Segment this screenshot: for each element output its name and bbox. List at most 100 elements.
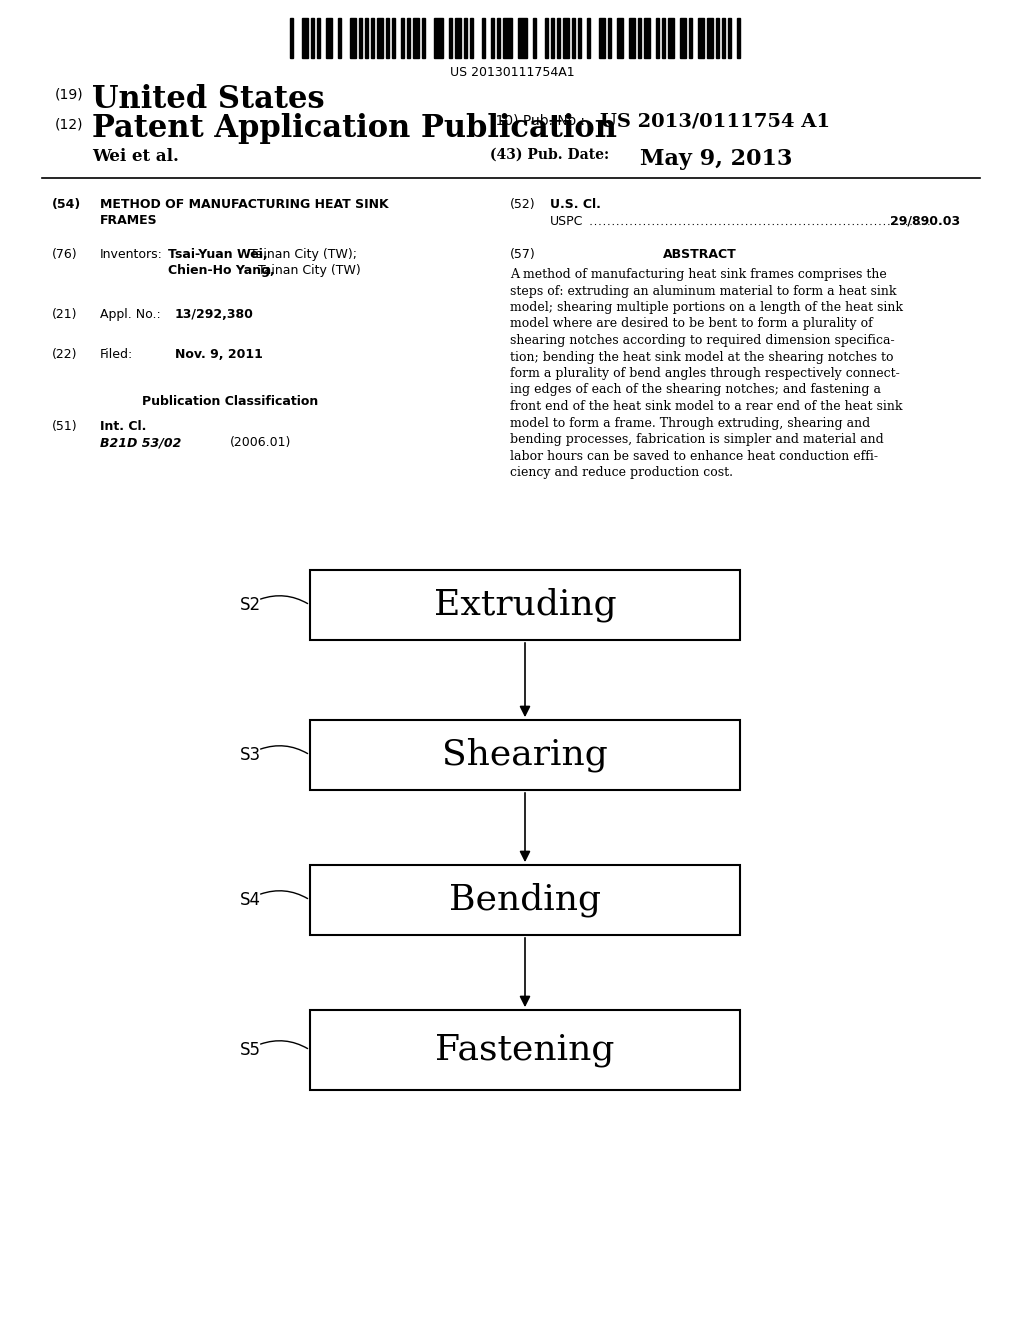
- Text: S2: S2: [240, 597, 261, 614]
- Bar: [407, 18, 410, 58]
- Text: S3: S3: [240, 746, 261, 764]
- Bar: [518, 18, 527, 58]
- Bar: [680, 18, 686, 58]
- Text: (76): (76): [52, 248, 78, 261]
- Text: model to form a frame. Through extruding, shearing and: model to form a frame. Through extruding…: [510, 417, 870, 429]
- Text: Inventors:: Inventors:: [100, 248, 163, 261]
- Bar: [668, 18, 674, 58]
- Bar: [587, 18, 590, 58]
- Bar: [434, 18, 443, 58]
- Text: tion; bending the heat sink model at the shearing notches to: tion; bending the heat sink model at the…: [510, 351, 894, 363]
- Text: S4: S4: [240, 891, 261, 909]
- Bar: [617, 18, 623, 58]
- FancyArrowPatch shape: [261, 891, 307, 899]
- Bar: [302, 18, 308, 58]
- Bar: [392, 18, 395, 58]
- Bar: [401, 18, 404, 58]
- Bar: [629, 18, 635, 58]
- Text: Patent Application Publication: Patent Application Publication: [92, 114, 617, 144]
- Text: Int. Cl.: Int. Cl.: [100, 420, 146, 433]
- FancyArrowPatch shape: [261, 595, 307, 603]
- Text: S5: S5: [240, 1041, 261, 1059]
- Text: ciency and reduce production cost.: ciency and reduce production cost.: [510, 466, 733, 479]
- Bar: [490, 18, 494, 58]
- Text: ing edges of each of the shearing notches; and fastening a: ing edges of each of the shearing notche…: [510, 384, 881, 396]
- Bar: [716, 18, 719, 58]
- Bar: [317, 18, 319, 58]
- Text: front end of the heat sink model to a rear end of the heat sink: front end of the heat sink model to a re…: [510, 400, 902, 413]
- Bar: [608, 18, 611, 58]
- Text: Nov. 9, 2011: Nov. 9, 2011: [175, 348, 263, 360]
- Text: (12): (12): [55, 117, 84, 132]
- Text: Filed:: Filed:: [100, 348, 133, 360]
- Bar: [578, 18, 581, 58]
- Text: Fastening: Fastening: [435, 1034, 614, 1067]
- Text: (54): (54): [52, 198, 81, 211]
- Bar: [551, 18, 554, 58]
- FancyArrowPatch shape: [261, 746, 307, 754]
- Bar: [338, 18, 341, 58]
- Text: United States: United States: [92, 84, 325, 115]
- Text: B21D 53/02: B21D 53/02: [100, 436, 181, 449]
- Bar: [422, 18, 425, 58]
- Bar: [310, 719, 740, 789]
- Text: Publication Classification: Publication Classification: [142, 395, 318, 408]
- Bar: [728, 18, 731, 58]
- FancyArrowPatch shape: [261, 1040, 307, 1048]
- Bar: [449, 18, 452, 58]
- Bar: [572, 18, 575, 58]
- Bar: [638, 18, 641, 58]
- Bar: [545, 18, 548, 58]
- Bar: [310, 570, 740, 640]
- Bar: [365, 18, 368, 58]
- Bar: [377, 18, 383, 58]
- Text: 29/890.03: 29/890.03: [890, 215, 961, 228]
- Bar: [599, 18, 605, 58]
- Text: form a plurality of bend angles through respectively connect-: form a plurality of bend angles through …: [510, 367, 900, 380]
- Text: (21): (21): [52, 308, 78, 321]
- Text: Tainan City (TW);: Tainan City (TW);: [246, 248, 357, 261]
- Text: (19): (19): [55, 88, 84, 102]
- Bar: [698, 18, 705, 58]
- Bar: [707, 18, 713, 58]
- Text: U.S. Cl.: U.S. Cl.: [550, 198, 601, 211]
- Bar: [689, 18, 692, 58]
- Text: (57): (57): [510, 248, 536, 261]
- Text: (2006.01): (2006.01): [230, 436, 292, 449]
- Text: (22): (22): [52, 348, 78, 360]
- Bar: [455, 18, 461, 58]
- Bar: [503, 18, 512, 58]
- Text: US 2013/0111754 A1: US 2013/0111754 A1: [600, 114, 830, 131]
- Bar: [656, 18, 659, 58]
- Text: Chien-Ho Yang,: Chien-Ho Yang,: [168, 264, 274, 277]
- Text: May 9, 2013: May 9, 2013: [640, 148, 793, 170]
- Bar: [482, 18, 485, 58]
- Text: Extruding: Extruding: [434, 587, 616, 622]
- Bar: [310, 1010, 740, 1090]
- Text: labor hours can be saved to enhance heat conduction effi-: labor hours can be saved to enhance heat…: [510, 450, 878, 462]
- Bar: [497, 18, 500, 58]
- Text: shearing notches according to required dimension specifica-: shearing notches according to required d…: [510, 334, 895, 347]
- Text: 13/292,380: 13/292,380: [175, 308, 254, 321]
- Bar: [534, 18, 536, 58]
- Bar: [662, 18, 665, 58]
- Bar: [310, 865, 740, 935]
- Bar: [290, 18, 293, 58]
- Text: model; shearing multiple portions on a length of the heat sink: model; shearing multiple portions on a l…: [510, 301, 903, 314]
- Bar: [557, 18, 560, 58]
- Text: steps of: extruding an aluminum material to form a heat sink: steps of: extruding an aluminum material…: [510, 285, 896, 297]
- Text: US 20130111754A1: US 20130111754A1: [450, 66, 574, 79]
- Text: A method of manufacturing heat sink frames comprises the: A method of manufacturing heat sink fram…: [510, 268, 887, 281]
- Bar: [350, 18, 356, 58]
- Bar: [722, 18, 725, 58]
- Text: Wei et al.: Wei et al.: [92, 148, 179, 165]
- Text: Shearing: Shearing: [442, 738, 608, 772]
- Text: Bending: Bending: [449, 883, 601, 917]
- Bar: [359, 18, 362, 58]
- Text: METHOD OF MANUFACTURING HEAT SINK: METHOD OF MANUFACTURING HEAT SINK: [100, 198, 389, 211]
- Text: model where are desired to be bent to form a plurality of: model where are desired to be bent to fo…: [510, 318, 872, 330]
- Text: Appl. No.:: Appl. No.:: [100, 308, 161, 321]
- Bar: [470, 18, 473, 58]
- Bar: [563, 18, 569, 58]
- Text: (52): (52): [510, 198, 536, 211]
